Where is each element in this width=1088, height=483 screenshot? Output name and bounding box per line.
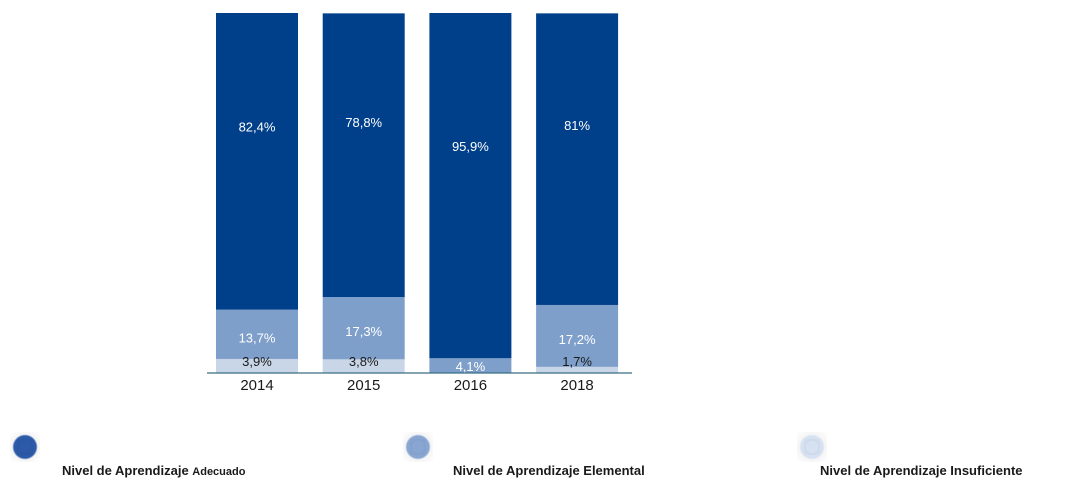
bar-2018-series-0 [536,366,619,373]
category-label-2016: 2016 [454,377,487,394]
category-label-2015: 2015 [347,377,380,394]
legend-label-adecuado-small: Adecuado [192,466,246,478]
legend-label-adecuado: Nivel de Aprendizaje Adecuado [62,463,245,478]
legend-label-elemental: Nivel de Aprendizaje Elemental [453,463,645,478]
bar-2018-series-2 [536,13,619,305]
legend-label-elemental-main: Nivel de Aprendizaje Elemental [453,463,645,478]
bar-2015-series-1 [322,297,405,360]
data-label-2018-series-2: 81% [564,118,590,133]
legend-swatch-insuficiente [797,432,827,462]
bar-2014-series-0 [216,358,298,373]
data-label-2016-series-2: 95,9% [452,139,489,154]
stacked-bar-chart: 3,9% 13,7% 82,4% 3,8% 17,3% 78,8% 4,1% 95,9% 1,7… [207,13,632,394]
legend-label-insuficiente-main: Nivel de Aprendizaje Insuficiente [820,463,1023,478]
legend-label-insuficiente: Nivel de Aprendizaje Insuficiente [820,463,1023,478]
data-label-2015-series-1: 17,3% [345,324,382,339]
category-labels-group: 2014 2015 2016 2018 [240,377,593,394]
bars-group [216,13,619,373]
category-label-2018: 2018 [560,377,593,394]
data-label-2018-series-1: 17,2% [559,332,596,347]
bar-2015-series-2 [322,13,405,298]
bar-2016-series-2 [429,13,512,359]
data-label-2016-series-1: 4,1% [456,359,486,374]
data-label-2014-series-2: 82,4% [239,120,276,135]
data-label-2015-series-2: 78,8% [345,115,382,130]
data-label-2018-series-0: 1,7% [562,354,592,369]
bar-2018-series-1 [536,304,619,367]
data-label-2015-series-0: 3,8% [349,354,379,369]
bar-2014-series-2 [216,13,298,310]
legend-label-adecuado-main: Nivel de Aprendizaje [62,463,193,478]
legend-swatch-adecuado [10,432,40,462]
category-label-2014: 2014 [240,377,273,394]
segment-labels-group: 3,9% 13,7% 82,4% 3,8% 17,3% 78,8% 4,1% 95,9% 1,7… [239,115,596,374]
data-label-2014-series-0: 3,9% [242,354,272,369]
bar-2014-series-1 [216,309,298,359]
data-label-2014-series-1: 13,7% [239,330,276,345]
bar-2016-series-1 [429,358,512,373]
legend-swatch-elemental [403,432,433,462]
bar-2015-series-0 [322,359,405,373]
